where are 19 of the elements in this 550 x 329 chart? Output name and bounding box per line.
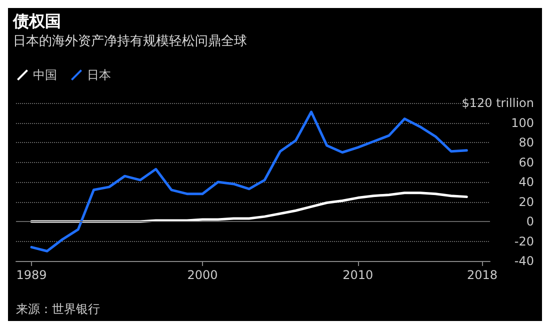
legend-label: 中国 <box>33 68 57 82</box>
x-tick-label: 2000 <box>187 268 218 282</box>
x-tick-label: 2018 <box>466 268 498 282</box>
source-note: 来源：世界银行 <box>16 302 100 316</box>
y-tick-label: 80 <box>518 136 534 150</box>
x-tick-label: 1989 <box>16 268 47 282</box>
y-tick-label: 60 <box>518 155 534 170</box>
y-tick-label: 40 <box>518 175 534 189</box>
y-tick-label: 20 <box>518 194 534 209</box>
chart-title: 债权国 <box>12 12 61 30</box>
y-tick-label: $120 trillion <box>462 96 534 110</box>
y-tick-label: -20 <box>514 234 534 248</box>
y-tick-label: 100 <box>511 116 534 130</box>
y-tick-label: 0 <box>526 214 534 228</box>
y-tick-label: -40 <box>514 254 534 268</box>
legend-label: 日本 <box>87 68 111 82</box>
x-tick-label: 2010 <box>342 268 374 282</box>
chart-subtitle: 日本的海外资产净持有规模轻松问鼎全球 <box>13 34 247 49</box>
line-series <box>30 110 468 252</box>
